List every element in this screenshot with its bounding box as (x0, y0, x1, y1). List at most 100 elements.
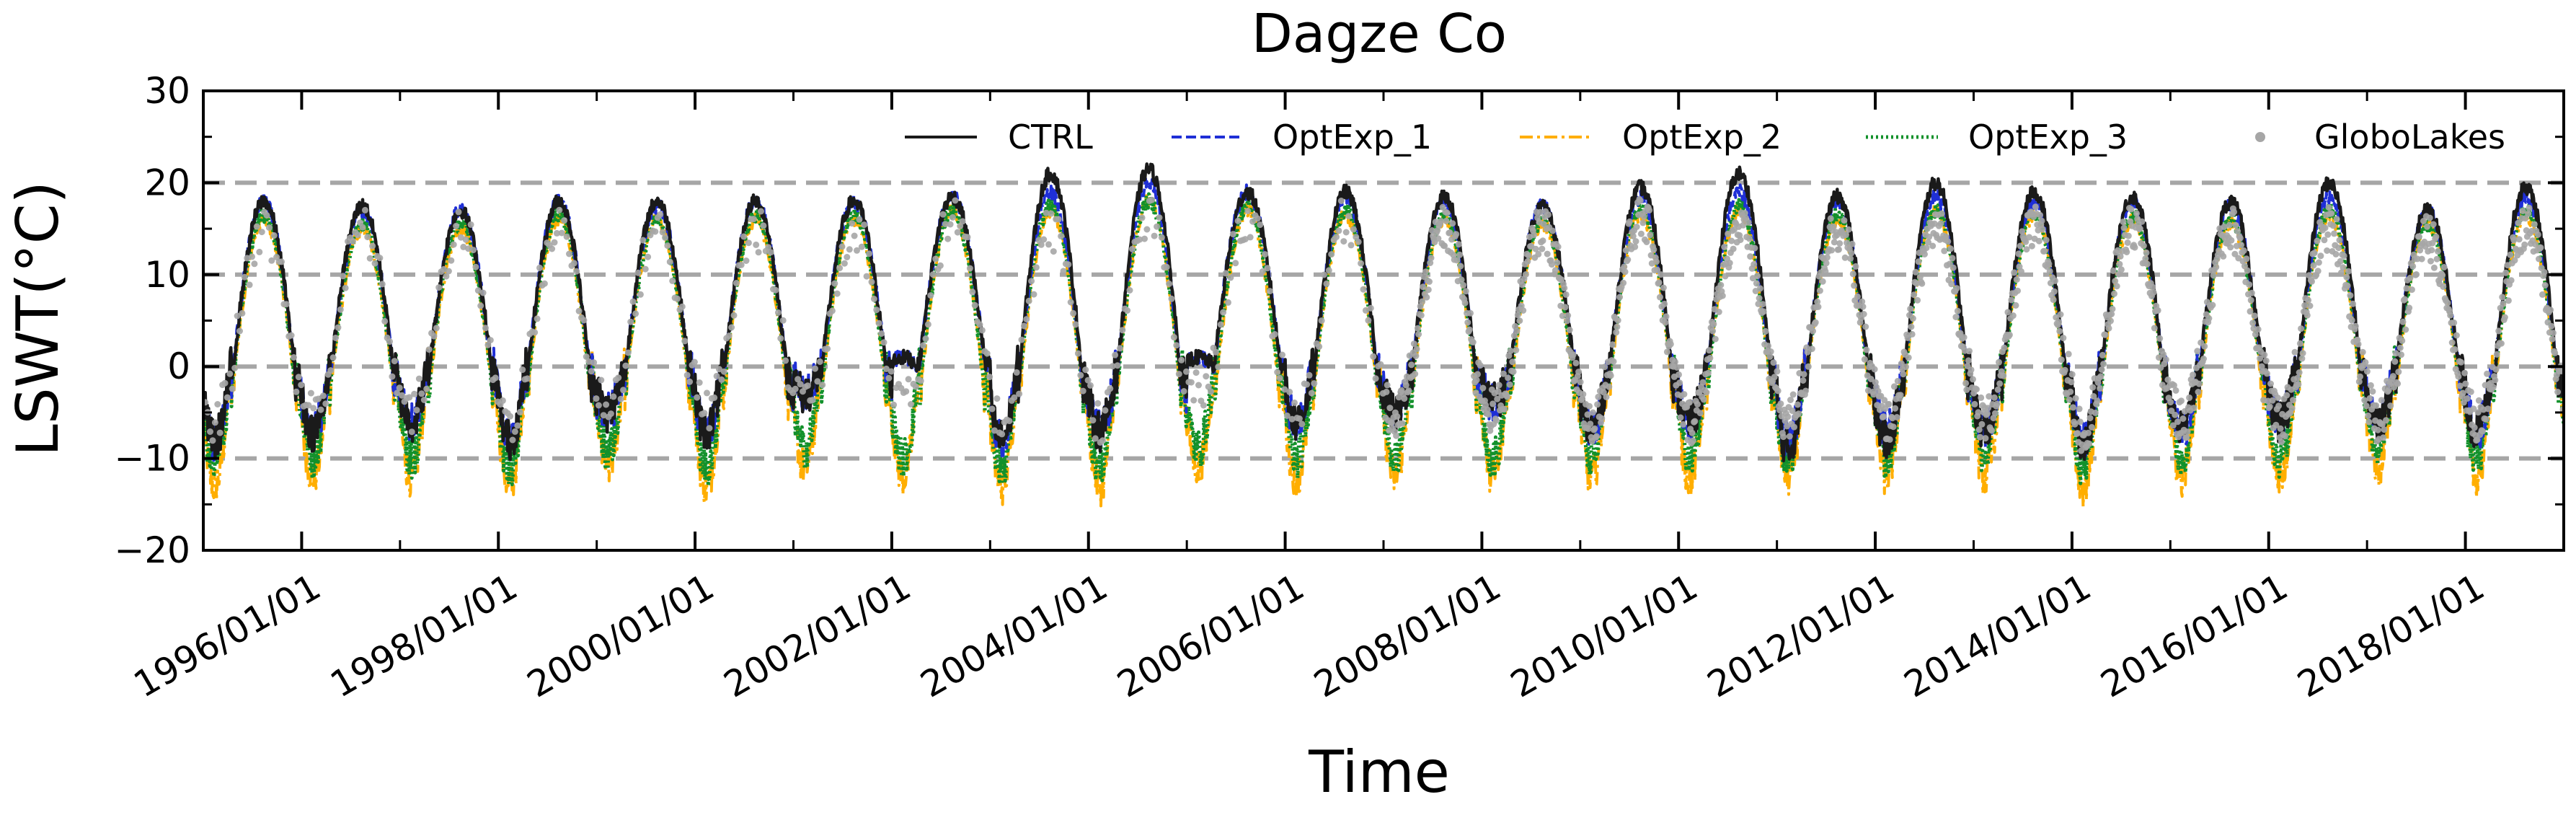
globolakes-point (993, 395, 1001, 402)
globolakes-point (1399, 420, 1406, 427)
globolakes-point (460, 243, 467, 250)
globolakes-point (411, 390, 418, 397)
globolakes-point (2537, 244, 2544, 251)
globolakes-point (2343, 273, 2350, 281)
globolakes-point (1654, 266, 1661, 273)
globolakes-point (1994, 386, 2001, 393)
globolakes-point (2014, 287, 2021, 294)
globolakes-point (2333, 216, 2340, 223)
globolakes-point (2069, 404, 2076, 411)
globolakes-point (2389, 373, 2396, 380)
globolakes-point (627, 318, 634, 325)
globolakes-point (2058, 356, 2065, 364)
globolakes-point (2539, 291, 2546, 298)
globolakes-point (959, 218, 966, 225)
globolakes-point (1676, 379, 1683, 387)
globolakes-point (1516, 317, 1523, 325)
globolakes-point (394, 389, 401, 397)
globolakes-point (2361, 397, 2368, 404)
globolakes-point (732, 280, 740, 286)
globolakes-point (873, 307, 880, 314)
globolakes-point (2549, 335, 2556, 343)
globolakes-point (2074, 430, 2081, 437)
globolakes-point (991, 427, 998, 434)
globolakes-point (1657, 294, 1663, 301)
globolakes-point (878, 330, 885, 337)
globolakes-point (2001, 344, 2008, 351)
globolakes-point (2042, 237, 2050, 244)
globolakes-point (455, 208, 462, 216)
globolakes-point (607, 410, 614, 418)
globolakes-point (2072, 395, 2079, 402)
globolakes-point (795, 376, 802, 383)
globolakes-point (743, 257, 750, 264)
globolakes-point (575, 307, 583, 314)
globolakes-point (2451, 345, 2458, 353)
globolakes-point (1070, 309, 1077, 317)
globolakes-point (263, 212, 270, 219)
globolakes-point (1549, 227, 1557, 234)
globolakes-point (2105, 325, 2112, 332)
globolakes-point (1898, 360, 1905, 367)
globolakes-point (1746, 235, 1753, 242)
series-points-globolakes (203, 195, 2564, 454)
globolakes-point (1960, 334, 1968, 341)
globolakes-point (844, 254, 851, 260)
globolakes-point (1848, 250, 1855, 257)
globolakes-point (861, 221, 868, 229)
globolakes-point (1408, 361, 1415, 369)
globolakes-point (1544, 211, 1552, 219)
globolakes-point (214, 401, 221, 408)
globolakes-point (988, 405, 996, 413)
globolakes-point (1358, 260, 1365, 267)
globolakes-point (2554, 389, 2562, 395)
globolakes-point (1316, 343, 1323, 351)
globolakes-point (2247, 296, 2254, 304)
globolakes-point (2078, 447, 2085, 454)
globolakes-point (1148, 196, 1156, 203)
globolakes-point (2347, 292, 2354, 299)
globolakes-point (1907, 305, 1914, 312)
legend-label: OptExp_2 (1622, 118, 1781, 157)
globolakes-point (256, 248, 263, 255)
globolakes-point (2324, 247, 2331, 254)
globolakes-point (1836, 246, 1842, 253)
globolakes-point (2398, 351, 2404, 358)
globolakes-point (1023, 316, 1030, 323)
globolakes-point (1318, 317, 1325, 325)
globolakes-point (1629, 232, 1637, 239)
globolakes-point (2275, 402, 2283, 410)
globolakes-point (694, 394, 701, 401)
globolakes-point (1519, 281, 1526, 288)
globolakes-point (1415, 331, 1422, 338)
globolakes-point (620, 387, 627, 394)
globolakes-point (1603, 394, 1610, 400)
globolakes-point (927, 292, 934, 299)
globolakes-point (1458, 276, 1465, 283)
globolakes-point (2332, 250, 2340, 257)
globolakes-point (2071, 420, 2079, 428)
globolakes-point (1854, 293, 1861, 300)
globolakes-point (1554, 259, 1561, 266)
globolakes-point (2243, 255, 2250, 263)
globolakes-point (1402, 382, 1409, 389)
globolakes-point (2337, 257, 2344, 265)
globolakes-point (924, 321, 931, 328)
globolakes-point (779, 317, 787, 324)
globolakes-point (657, 211, 664, 218)
globolakes-point (2418, 255, 2425, 263)
globolakes-point (2004, 309, 2011, 316)
globolakes-point (2018, 268, 2024, 275)
globolakes-point (2050, 288, 2058, 295)
globolakes-point (2028, 242, 2035, 250)
globolakes-point (1804, 348, 1811, 356)
globolakes-point (1795, 410, 1802, 418)
globolakes-point (1525, 252, 1532, 259)
globolakes-point (1852, 263, 1859, 270)
globolakes-point (858, 243, 865, 250)
globolakes-point (369, 242, 376, 250)
globolakes-point (2352, 322, 2359, 330)
globolakes-point (2357, 373, 2363, 380)
globolakes-point (558, 229, 565, 237)
globolakes-point (361, 206, 368, 213)
